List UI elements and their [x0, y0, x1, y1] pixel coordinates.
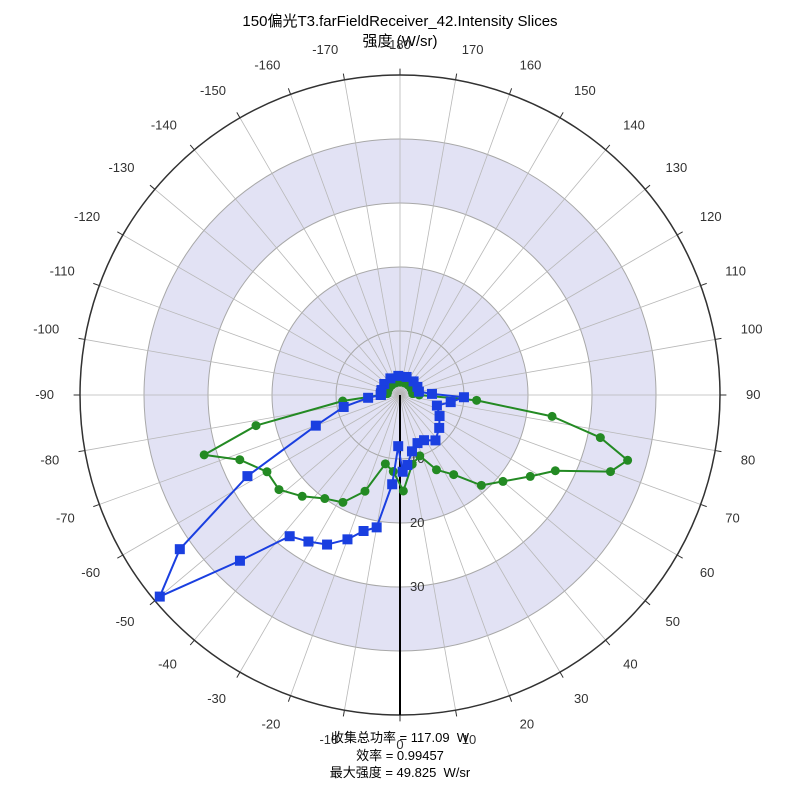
footer-line3: 最大强度 = 49.825 W/sr — [330, 765, 471, 780]
svg-text:90: 90 — [746, 387, 760, 402]
svg-text:-100: -100 — [33, 321, 59, 336]
svg-text:-90: -90 — [35, 387, 54, 402]
svg-text:-110: -110 — [50, 263, 75, 278]
svg-text:50: 50 — [666, 614, 680, 629]
svg-text:180: 180 — [389, 37, 411, 52]
svg-text:-30: -30 — [207, 691, 226, 706]
svg-text:100: 100 — [741, 321, 763, 336]
svg-text:80: 80 — [741, 453, 755, 468]
svg-text:20: 20 — [410, 515, 424, 530]
svg-text:140: 140 — [623, 117, 645, 132]
chart-footer: 收集总功率 = 117.09 W 效率 = 0.99457 最大强度 = 49.… — [0, 729, 800, 782]
svg-text:-140: -140 — [151, 117, 177, 132]
svg-text:170: 170 — [462, 42, 484, 57]
svg-text:-150: -150 — [200, 83, 226, 98]
svg-text:160: 160 — [520, 58, 542, 73]
chart-container: 150偏光T3.farFieldReceiver_42.Intensity Sl… — [0, 0, 800, 800]
svg-text:110: 110 — [725, 263, 746, 278]
svg-text:40: 40 — [623, 657, 637, 672]
svg-text:70: 70 — [725, 511, 739, 526]
polar-plot: -170 -160 -150 -140 -130 -120 -110 -100 -90 -80 -7… — [0, 0, 800, 800]
footer-line1: 收集总功率 = 117.09 W — [331, 730, 469, 745]
svg-text:-120: -120 — [74, 209, 100, 224]
svg-text:-70: -70 — [56, 511, 75, 526]
svg-text:-130: -130 — [108, 160, 134, 175]
svg-text:-60: -60 — [81, 565, 100, 580]
svg-text:120: 120 — [700, 209, 722, 224]
footer-line2: 效率 = 0.99457 — [356, 748, 444, 763]
svg-text:-160: -160 — [254, 58, 280, 73]
svg-text:30: 30 — [574, 691, 588, 706]
svg-text:130: 130 — [666, 160, 688, 175]
svg-text:60: 60 — [700, 565, 714, 580]
svg-text:-80: -80 — [40, 453, 59, 468]
svg-text:-40: -40 — [158, 657, 177, 672]
svg-text:30: 30 — [410, 579, 424, 594]
svg-text:-170: -170 — [312, 42, 338, 57]
svg-text:-50: -50 — [116, 614, 135, 629]
svg-text:150: 150 — [574, 83, 596, 98]
